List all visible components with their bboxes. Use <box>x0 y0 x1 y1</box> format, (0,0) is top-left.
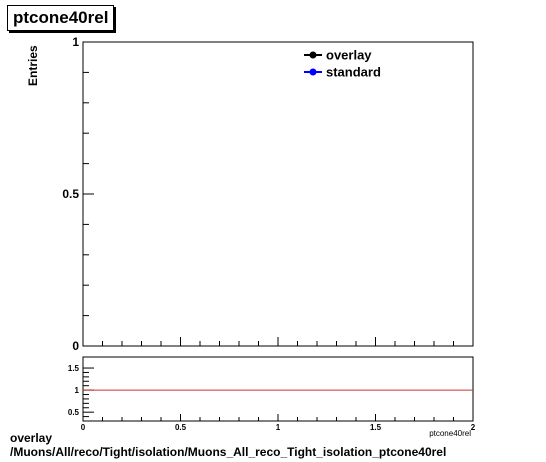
ratio-x-tick-label: 0.5 <box>175 423 187 432</box>
main-x-axis-ticks <box>82 337 474 346</box>
legend-marker-overlay <box>309 51 317 59</box>
ratio-x-tick-label: 2 <box>471 423 476 432</box>
main-y-axis-ticks <box>83 41 94 347</box>
footer-line-1: overlay <box>10 431 53 445</box>
legend: overlay standard <box>304 48 381 80</box>
ratio-y-axis-tick-labels: 0.5 1 1.5 <box>68 364 80 417</box>
ratio-y-tick-label: 1 <box>75 386 80 395</box>
main-y-tick-label: 1 <box>72 35 79 49</box>
chart-title: ptcone40rel <box>7 5 115 31</box>
ratio-x-tick-label: 0 <box>81 423 86 432</box>
legend-label-standard: standard <box>326 65 381 80</box>
main-y-axis-tick-labels: 00.51 <box>62 35 79 353</box>
ratio-x-axis-tick-labels: 0 0.5 1 1.5 2 <box>81 423 476 432</box>
ratio-y-axis-ticks <box>83 367 94 418</box>
main-plot-frame <box>82 41 474 347</box>
ratio-x-tick-label: 1 <box>276 423 281 432</box>
main-y-tick-label: 0.5 <box>62 187 79 201</box>
x-axis-label: ptcone40rel <box>429 429 471 438</box>
y-axis-label: Entries <box>26 45 40 86</box>
ratio-x-tick-label: 1.5 <box>370 423 382 432</box>
ratio-plot-frame <box>82 356 474 422</box>
ratio-y-tick-label: 0.5 <box>68 408 80 417</box>
footer-line-2: /Muons/All/reco/Tight/isolation/Muons_Al… <box>10 445 447 459</box>
ratio-y-tick-label: 1.5 <box>68 364 80 373</box>
legend-marker-standard <box>309 68 317 76</box>
main-y-tick-label: 0 <box>72 339 79 353</box>
legend-label-overlay: overlay <box>326 48 372 63</box>
ratio-x-axis-ticks <box>82 414 474 421</box>
